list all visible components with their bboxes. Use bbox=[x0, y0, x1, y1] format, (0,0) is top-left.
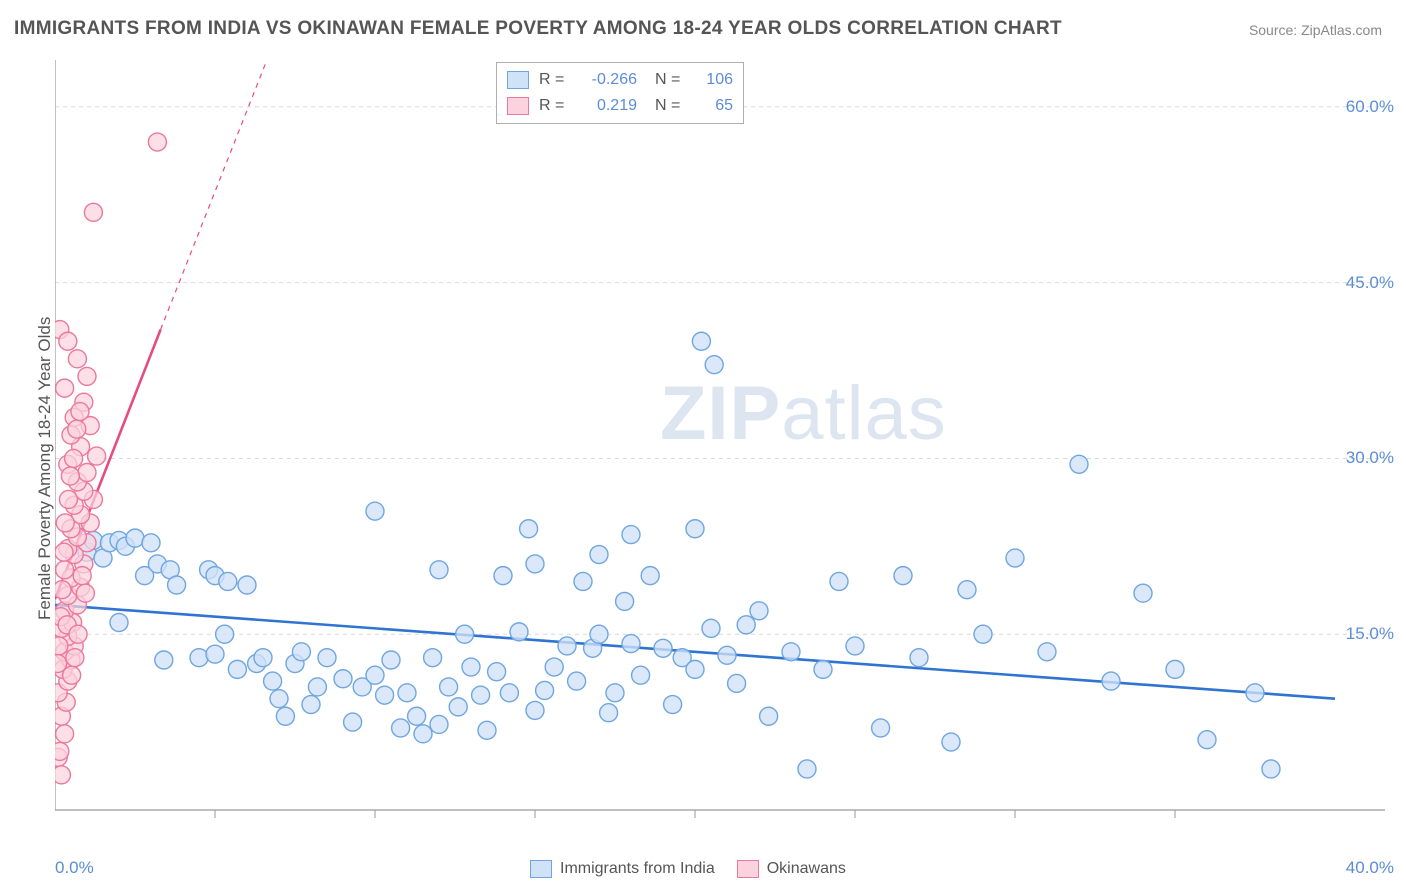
legend-n-value: 65 bbox=[695, 97, 733, 115]
y-tick-label: 30.0% bbox=[1346, 448, 1394, 468]
legend-r-value: -0.266 bbox=[579, 71, 637, 89]
legend-item: Okinawans bbox=[737, 860, 846, 878]
y-axis-label: Female Poverty Among 18-24 Year Olds bbox=[35, 317, 55, 620]
legend-r-label: R = bbox=[539, 97, 569, 115]
legend-n-label: N = bbox=[655, 71, 685, 89]
legend-label: Immigrants from India bbox=[560, 860, 715, 878]
chart-title: IMMIGRANTS FROM INDIA VS OKINAWAN FEMALE… bbox=[14, 18, 1062, 40]
legend-item: Immigrants from India bbox=[530, 860, 715, 878]
legend-row: R = 0.219 N = 65 bbox=[507, 93, 733, 119]
legend-label: Okinawans bbox=[767, 860, 846, 878]
legend-r-label: R = bbox=[539, 71, 569, 89]
legend-n-value: 106 bbox=[695, 71, 733, 89]
y-tick-label: 15.0% bbox=[1346, 624, 1394, 644]
legend-correlation: R = -0.266 N = 106 R = 0.219 N = 65 bbox=[496, 62, 744, 124]
source-label: Source: ZipAtlas.com bbox=[1249, 22, 1382, 38]
legend-n-label: N = bbox=[655, 97, 685, 115]
legend-series: Immigrants from India Okinawans bbox=[530, 860, 846, 878]
legend-row: R = -0.266 N = 106 bbox=[507, 67, 733, 93]
scatter-svg bbox=[55, 60, 1385, 820]
x-tick-label: 0.0% bbox=[55, 858, 94, 878]
x-tick-label: 40.0% bbox=[1346, 858, 1394, 878]
y-tick-label: 45.0% bbox=[1346, 273, 1394, 293]
legend-swatch bbox=[530, 860, 552, 878]
legend-swatch bbox=[737, 860, 759, 878]
legend-r-value: 0.219 bbox=[579, 97, 637, 115]
plot-area bbox=[55, 60, 1385, 820]
legend-swatch bbox=[507, 71, 529, 89]
legend-swatch bbox=[507, 97, 529, 115]
y-tick-label: 60.0% bbox=[1346, 97, 1394, 117]
